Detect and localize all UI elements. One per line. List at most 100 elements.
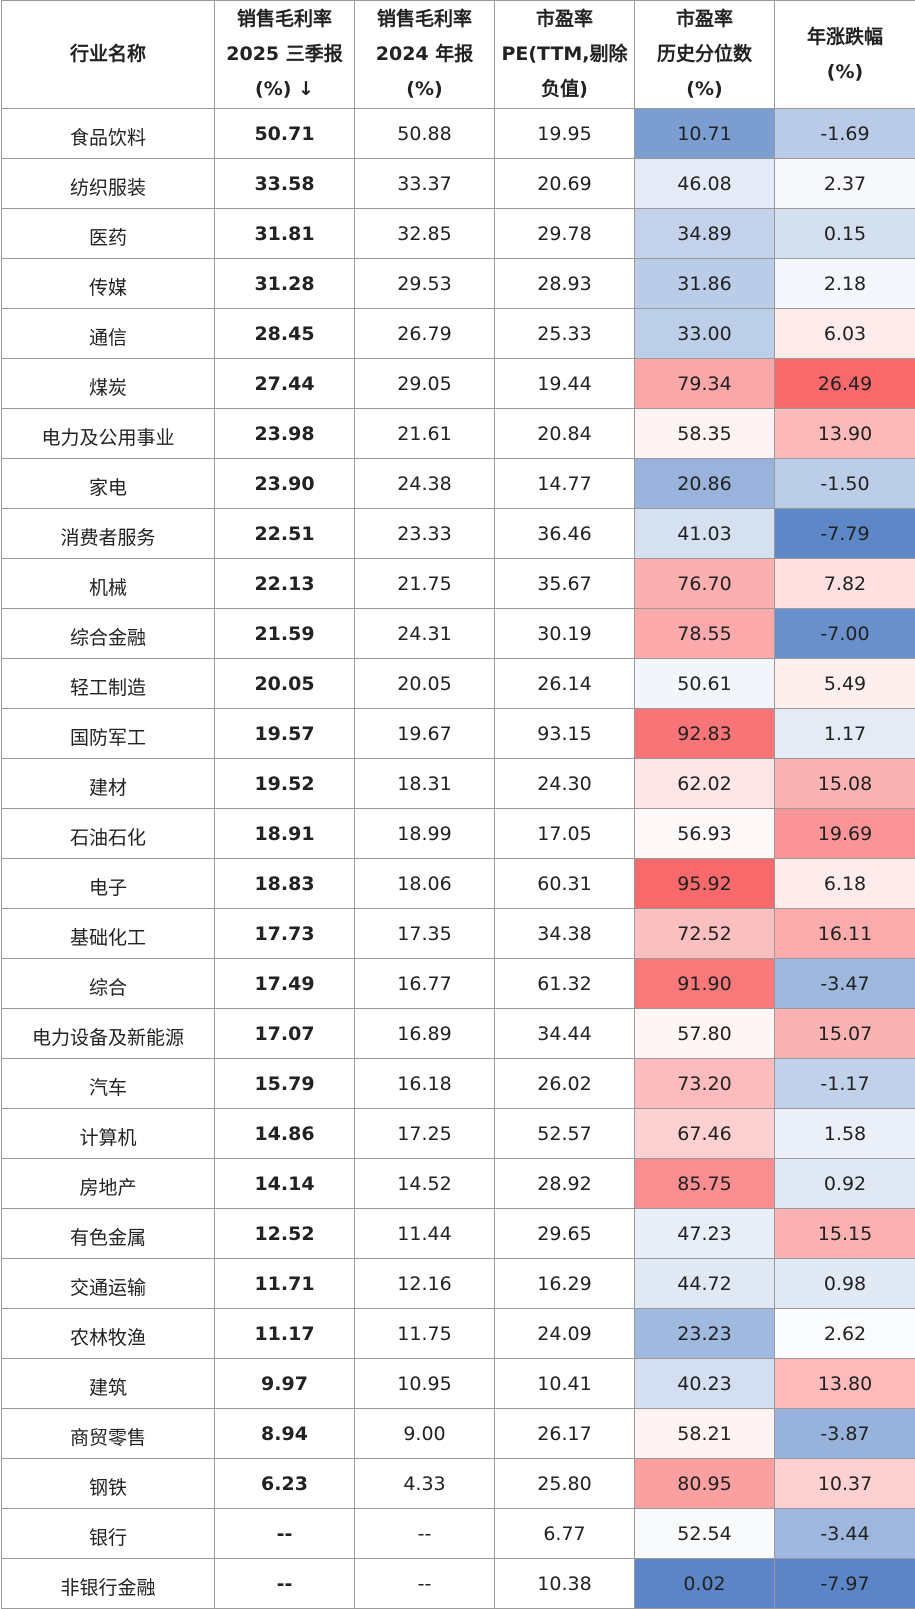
annual-change-cell: 0.92: [775, 1159, 915, 1209]
gross-margin-2025q3-cell: 9.97: [215, 1359, 355, 1409]
pe-ttm-cell: 60.31: [495, 859, 635, 909]
industry-name-cell: 钢铁: [2, 1459, 215, 1509]
pe-percentile-cell: 10.71: [635, 109, 775, 159]
pe-percentile-cell: 46.08: [635, 159, 775, 209]
pe-percentile-cell: 40.23: [635, 1359, 775, 1409]
industry-name-cell: 综合金融: [2, 609, 215, 659]
gross-margin-2024-cell: 20.05: [355, 659, 495, 709]
industry-name-cell: 消费者服务: [2, 509, 215, 559]
gross-margin-2024-cell: 26.79: [355, 309, 495, 359]
annual-change-cell: 5.49: [775, 659, 915, 709]
header-pe-percentile: 市盈率历史分位数(%): [635, 1, 775, 109]
pe-percentile-cell: 44.72: [635, 1259, 775, 1309]
gross-margin-2025q3-cell: --: [215, 1559, 355, 1609]
gross-margin-2025q3-cell: 8.94: [215, 1409, 355, 1459]
header-line: 2025 三季报: [215, 37, 354, 72]
gross-margin-2025q3-cell: 14.14: [215, 1159, 355, 1209]
gross-margin-2024-cell: 9.00: [355, 1409, 495, 1459]
annual-change-cell: -3.47: [775, 959, 915, 1009]
pe-ttm-cell: 36.46: [495, 509, 635, 559]
pe-percentile-cell: 85.75: [635, 1159, 775, 1209]
pe-percentile-cell: 41.03: [635, 509, 775, 559]
header-line: 年涨跌幅: [775, 20, 915, 55]
pe-percentile-cell: 79.34: [635, 359, 775, 409]
gross-margin-2024-cell: 17.35: [355, 909, 495, 959]
gross-margin-2025q3-cell: 15.79: [215, 1059, 355, 1109]
gross-margin-2024-cell: 18.99: [355, 809, 495, 859]
pe-percentile-cell: 92.83: [635, 709, 775, 759]
gross-margin-2025q3-cell: 23.90: [215, 459, 355, 509]
annual-change-cell: 10.37: [775, 1459, 915, 1509]
annual-change-cell: -1.69: [775, 109, 915, 159]
header-line: 负值): [495, 72, 634, 107]
gross-margin-2025q3-cell: 11.17: [215, 1309, 355, 1359]
annual-change-cell: 1.17: [775, 709, 915, 759]
pe-ttm-cell: 16.29: [495, 1259, 635, 1309]
gross-margin-2025q3-cell: 14.86: [215, 1109, 355, 1159]
pe-percentile-cell: 57.80: [635, 1009, 775, 1059]
annual-change-cell: 6.18: [775, 859, 915, 909]
gross-margin-2024-cell: 16.77: [355, 959, 495, 1009]
pe-percentile-cell: 23.23: [635, 1309, 775, 1359]
gross-margin-2024-cell: 18.06: [355, 859, 495, 909]
pe-ttm-cell: 52.57: [495, 1109, 635, 1159]
pe-ttm-cell: 29.65: [495, 1209, 635, 1259]
annual-change-cell: 16.11: [775, 909, 915, 959]
industry-name-cell: 建材: [2, 759, 215, 809]
industry-name-cell: 电力及公用事业: [2, 409, 215, 459]
industry-name-cell: 银行: [2, 1509, 215, 1559]
pe-percentile-cell: 34.89: [635, 209, 775, 259]
pe-ttm-cell: 93.15: [495, 709, 635, 759]
pe-ttm-cell: 29.78: [495, 209, 635, 259]
industry-name-cell: 煤炭: [2, 359, 215, 409]
header-line: 2024 年报: [355, 37, 494, 72]
industry-name-cell: 非银行金融: [2, 1559, 215, 1609]
annual-change-cell: -7.79: [775, 509, 915, 559]
annual-change-cell: 15.15: [775, 1209, 915, 1259]
gross-margin-2024-cell: 23.33: [355, 509, 495, 559]
pe-ttm-cell: 25.80: [495, 1459, 635, 1509]
annual-change-cell: 15.08: [775, 759, 915, 809]
pe-percentile-cell: 91.90: [635, 959, 775, 1009]
industry-name-cell: 交通运输: [2, 1259, 215, 1309]
industry-name-cell: 机械: [2, 559, 215, 609]
annual-change-cell: 13.90: [775, 409, 915, 459]
pe-percentile-cell: 47.23: [635, 1209, 775, 1259]
annual-change-cell: 0.15: [775, 209, 915, 259]
gross-margin-2025q3-cell: --: [215, 1509, 355, 1559]
gross-margin-2025q3-cell: 21.59: [215, 609, 355, 659]
pe-percentile-cell: 58.21: [635, 1409, 775, 1459]
pe-ttm-cell: 20.69: [495, 159, 635, 209]
gross-margin-2025q3-cell: 17.73: [215, 909, 355, 959]
header-line: 销售毛利率: [215, 2, 354, 37]
gross-margin-2024-cell: --: [355, 1559, 495, 1609]
gross-margin-2024-cell: 19.67: [355, 709, 495, 759]
gross-margin-2025q3-cell: 31.28: [215, 259, 355, 309]
industry-name-cell: 电力设备及新能源: [2, 1009, 215, 1059]
gross-margin-2025q3-cell: 17.07: [215, 1009, 355, 1059]
gross-margin-2025q3-cell: 18.83: [215, 859, 355, 909]
annual-change-cell: -7.97: [775, 1559, 915, 1609]
gross-margin-2024-cell: 11.75: [355, 1309, 495, 1359]
gross-margin-2024-cell: 14.52: [355, 1159, 495, 1209]
annual-change-cell: 2.18: [775, 259, 915, 309]
industry-name-cell: 农林牧渔: [2, 1309, 215, 1359]
gross-margin-2025q3-cell: 18.91: [215, 809, 355, 859]
